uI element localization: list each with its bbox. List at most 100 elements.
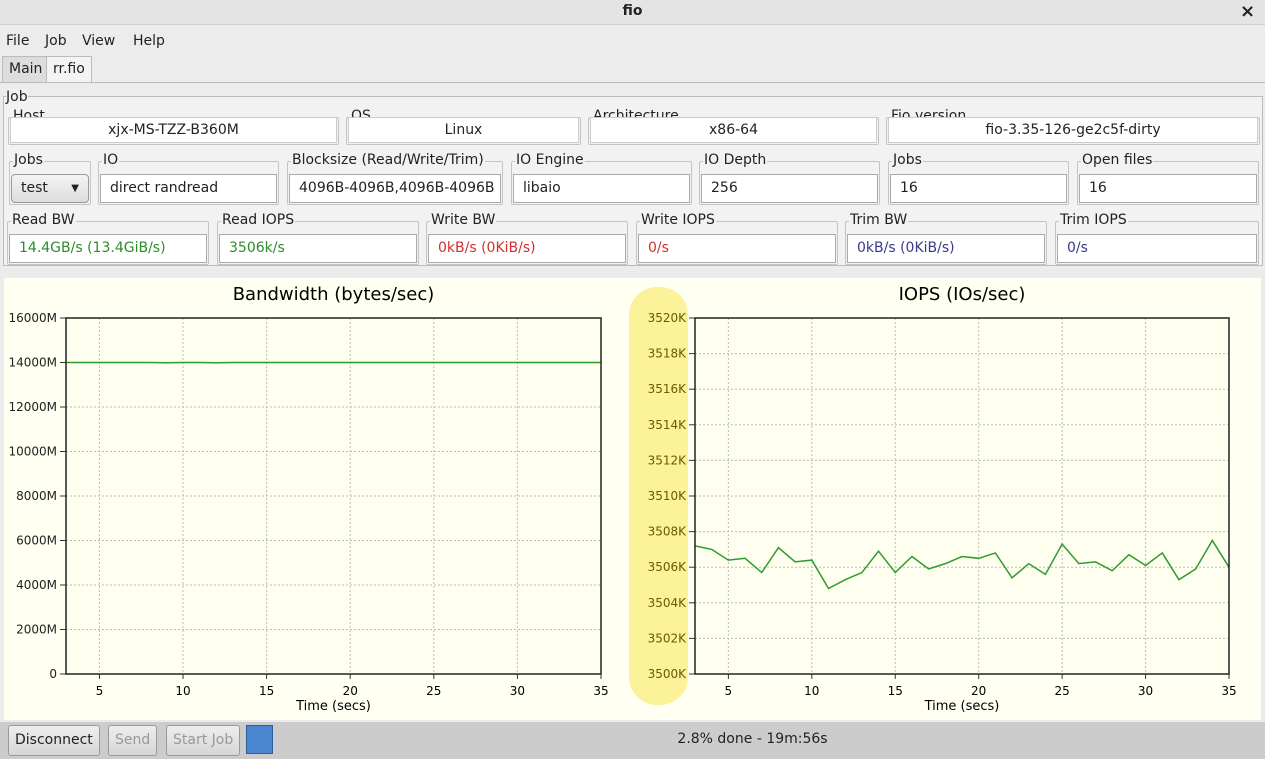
field-label: Write IOPS bbox=[640, 212, 716, 228]
field-value: 0/s bbox=[1057, 234, 1257, 263]
field-label: Trim BW bbox=[849, 212, 909, 228]
tab-bar: Main rr.fio bbox=[0, 55, 1265, 83]
menu-bar: File Job View Help bbox=[0, 28, 1265, 54]
charts: Bandwidth (bytes/sec) Time (secs) 0 2000M 40… bbox=[8, 284, 1236, 714]
field-value[interactable]: 16 bbox=[890, 174, 1067, 203]
x-tick-label: 10 bbox=[175, 684, 190, 698]
field-value[interactable]: 256 bbox=[701, 174, 878, 203]
field-frame: Architecture x86-64 bbox=[588, 108, 879, 145]
x-tick-label: 35 bbox=[593, 684, 608, 698]
menu-item[interactable]: Job bbox=[45, 33, 67, 49]
y-tick-label: 0 bbox=[49, 667, 57, 681]
y-tick-label: 8000M bbox=[16, 489, 57, 503]
y-tick-label: 12000M bbox=[8, 400, 57, 414]
y-tick-label: 2000M bbox=[16, 623, 57, 637]
field-label: IO Engine bbox=[515, 152, 585, 168]
field-label: Write BW bbox=[430, 212, 497, 228]
plot-border bbox=[65, 317, 602, 675]
field-label: Open files bbox=[1081, 152, 1154, 168]
x-tick-label: 15 bbox=[888, 684, 903, 698]
button[interactable]: Disconnect bbox=[8, 725, 100, 756]
data-line bbox=[694, 539, 1230, 590]
y-tick-label: 3502K bbox=[648, 631, 688, 645]
field-frame: Read BW 14.4GB/s (13.4GiB/s) bbox=[7, 212, 209, 265]
y-tick-label: 3520K bbox=[648, 311, 688, 325]
tab[interactable]: Main bbox=[2, 56, 50, 82]
tab[interactable]: rr.fio bbox=[46, 56, 92, 82]
x-tick-label: 30 bbox=[1138, 684, 1153, 698]
field-value[interactable]: 4096B-4096B,4096B-4096B bbox=[289, 174, 501, 203]
field-frame: Write BW 0kB/s (0KiB/s) bbox=[426, 212, 628, 265]
x-tick-label: 25 bbox=[1054, 684, 1069, 698]
field-frame: Jobs 16 bbox=[888, 152, 1069, 205]
x-tick-label: 10 bbox=[804, 684, 819, 698]
menu-item[interactable]: View bbox=[82, 33, 116, 49]
y-tick-label: 3518K bbox=[648, 347, 688, 361]
bottom-bar: 2.8% done - 19m:56s Disconnect Send Start … bbox=[0, 722, 1265, 759]
button[interactable]: Send bbox=[108, 725, 158, 756]
field-label: Blocksize (Read/Write/Trim) bbox=[291, 152, 485, 168]
y-tick-label: 3504K bbox=[648, 596, 688, 610]
y-tick-label: 3512K bbox=[648, 453, 688, 467]
field-label: Jobs bbox=[13, 152, 44, 168]
field-value[interactable]: direct randread bbox=[100, 174, 277, 203]
highlight bbox=[629, 287, 688, 705]
field-frame: OS Linux bbox=[346, 108, 581, 145]
status-text: 2.8% done - 19m:56s bbox=[677, 731, 828, 747]
y-tick-label: 3508K bbox=[648, 525, 688, 539]
field-frame: Fio version fio-3.35-126-ge2c5f-dirty bbox=[886, 108, 1260, 145]
field-frame: Blocksize (Read/Write/Trim) 4096B-4096B,4… bbox=[287, 152, 503, 205]
field-frame: IO Engine libaio bbox=[511, 152, 692, 205]
field-label: Jobs bbox=[892, 152, 923, 168]
field-value: fio-3.35-126-ge2c5f-dirty bbox=[888, 117, 1258, 143]
field-label: Trim IOPS bbox=[1059, 212, 1128, 228]
close-button[interactable]: × bbox=[1240, 1, 1256, 22]
window-title: fio bbox=[622, 3, 643, 19]
y-tick-label: 3514K bbox=[648, 418, 688, 432]
field-frame: Open files 16 bbox=[1077, 152, 1259, 205]
field-frame: Trim BW 0kB/s (0KiB/s) bbox=[845, 212, 1047, 265]
field-label: Read IOPS bbox=[221, 212, 296, 228]
y-tick-label: 3510K bbox=[648, 489, 688, 503]
y-tick-label: 10000M bbox=[8, 445, 57, 459]
field-frame: IO direct randread bbox=[98, 152, 279, 205]
chart-title: Bandwidth (bytes/sec) bbox=[233, 284, 435, 305]
y-tick-label: 16000M bbox=[8, 311, 57, 325]
x-tick-label: 15 bbox=[259, 684, 274, 698]
field-value: 0/s bbox=[638, 234, 836, 263]
field-frame: Jobs test ▼ bbox=[9, 152, 91, 205]
x-tick-label: 20 bbox=[343, 684, 358, 698]
field-frame: IO Depth 256 bbox=[699, 152, 880, 205]
chart-title: IOPS (IOs/sec) bbox=[899, 284, 1026, 305]
progress-indicator bbox=[246, 725, 273, 754]
button[interactable]: Start Job bbox=[166, 725, 241, 756]
field-frame: Trim IOPS 0/s bbox=[1055, 212, 1259, 265]
x-tick-label: 35 bbox=[1221, 684, 1236, 698]
jobs-combo[interactable]: test ▼ bbox=[11, 174, 89, 203]
field-value: 14.4GB/s (13.4GiB/s) bbox=[9, 234, 207, 263]
title-bar: fio × bbox=[0, 0, 1265, 25]
y-tick-label: 4000M bbox=[16, 578, 57, 592]
field-value[interactable]: libaio bbox=[513, 174, 690, 203]
field-value: x86-64 bbox=[590, 117, 877, 143]
x-tick-label: 5 bbox=[96, 684, 104, 698]
field-value[interactable]: 16 bbox=[1079, 174, 1257, 203]
job-frame: Job Host xjx-MS-TZZ-B360M OS Linux Architect… bbox=[3, 89, 1263, 266]
field-value: xjx-MS-TZZ-B360M bbox=[10, 117, 337, 143]
x-axis-label: Time (secs) bbox=[295, 699, 371, 714]
y-tick-label: 3516K bbox=[648, 382, 688, 396]
x-tick-label: 25 bbox=[426, 684, 441, 698]
x-axis-label: Time (secs) bbox=[924, 699, 1000, 714]
field-value: 0kB/s (0KiB/s) bbox=[428, 234, 626, 263]
x-tick-label: 5 bbox=[725, 684, 733, 698]
x-tick-label: 30 bbox=[510, 684, 525, 698]
field-frame: Host xjx-MS-TZZ-B360M bbox=[8, 108, 339, 145]
y-tick-label: 3506K bbox=[648, 560, 688, 574]
menu-item[interactable]: Help bbox=[133, 33, 165, 49]
field-label: IO bbox=[102, 152, 120, 168]
menu-item[interactable]: File bbox=[6, 33, 30, 49]
field-value: 0kB/s (0KiB/s) bbox=[847, 234, 1045, 263]
field-label: IO Depth bbox=[703, 152, 768, 168]
field-frame: Write IOPS 0/s bbox=[636, 212, 838, 265]
